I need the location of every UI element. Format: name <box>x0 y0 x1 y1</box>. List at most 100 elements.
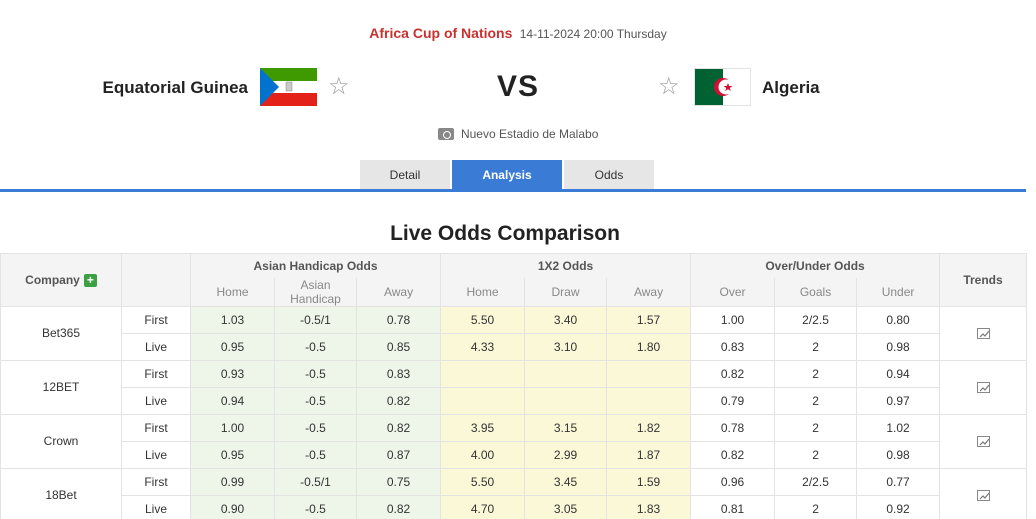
trend-button[interactable] <box>939 467 1028 519</box>
odds-kind: Live <box>121 386 191 415</box>
over-under-group-header: Over/Under Odds <box>690 253 941 278</box>
add-company-plus-icon[interactable]: + <box>83 273 97 287</box>
x12-away-odds: 1.57 <box>606 305 692 334</box>
tab-analysis[interactable]: Analysis <box>452 160 562 190</box>
trend-chart-icon[interactable] <box>976 328 990 340</box>
match-info-line: Africa Cup of Nations 14-11-2024 20:00 T… <box>0 25 1036 41</box>
ou-over-header: Over <box>690 277 776 307</box>
x12-away-odds: 1.82 <box>606 413 692 442</box>
x12-draw-odds <box>524 386 608 415</box>
x12-home-odds: 4.00 <box>440 440 526 469</box>
table-row: Crown First 1.00 -0.5 0.82 3.95 3.15 1.8… <box>0 413 1028 469</box>
x12-home-odds <box>440 359 526 388</box>
x12-away-odds <box>606 386 692 415</box>
trend-chart-icon[interactable] <box>976 490 990 502</box>
ah-home-odds: 0.90 <box>190 494 275 519</box>
ah-handicap-header: Asian Handicap <box>274 277 357 307</box>
ou-under-odds: 0.92 <box>856 494 941 519</box>
ah-home-odds: 0.95 <box>190 440 275 469</box>
favorite-away-star-icon[interactable]: ☆ <box>658 73 680 100</box>
table-row: Live 0.95 -0.5 0.85 4.33 3.10 1.80 0.83 … <box>1 332 1027 361</box>
ou-over-odds: 0.96 <box>690 467 776 496</box>
ou-under-odds: 0.94 <box>856 359 941 388</box>
trend-button[interactable] <box>939 305 1028 361</box>
x12-home-header: Home <box>440 277 526 307</box>
ah-handicap: -0.5 <box>274 440 357 469</box>
ou-over-odds: 0.83 <box>690 332 776 361</box>
trend-button[interactable] <box>939 359 1028 415</box>
table-row: Bet365 First 1.03 -0.5/1 0.78 5.50 3.40 … <box>0 305 1028 361</box>
x12-away-header: Away <box>606 277 692 307</box>
ah-handicap: -0.5/1 <box>274 467 357 496</box>
x12-draw-odds: 3.05 <box>524 494 608 519</box>
ah-handicap: -0.5 <box>274 386 357 415</box>
competition-name[interactable]: Africa Cup of Nations <box>369 25 513 41</box>
ah-away-odds: 0.83 <box>355 359 442 388</box>
bookmaker-name[interactable]: Crown <box>0 413 122 469</box>
ah-home-odds: 0.94 <box>190 386 275 415</box>
away-team-name[interactable]: Algeria <box>762 78 820 97</box>
tab-detail[interactable]: Detail <box>360 160 450 190</box>
ou-goals: 2 <box>774 332 858 361</box>
x12-draw-odds: 3.10 <box>524 332 608 361</box>
row-type-header <box>121 253 191 307</box>
ah-home-header: Home <box>190 277 275 307</box>
ou-goals: 2 <box>774 440 858 469</box>
stadium-icon <box>437 128 454 140</box>
ou-goals: 2/2.5 <box>774 305 858 334</box>
ah-handicap: -0.5/1 <box>274 305 357 334</box>
trends-header: Trends <box>939 253 1028 307</box>
x12-home-odds: 3.95 <box>440 413 526 442</box>
table-row: Live 0.90 -0.5 0.82 4.70 3.05 1.83 0.81 … <box>1 494 1027 519</box>
odds-kind: First <box>121 359 191 388</box>
bookmaker-name[interactable]: Bet365 <box>0 305 122 361</box>
odds-kind: First <box>121 467 191 496</box>
x12-draw-header: Draw <box>524 277 608 307</box>
x12-away-odds: 1.59 <box>606 467 692 496</box>
favorite-home-star-icon[interactable]: ☆ <box>328 73 350 100</box>
versus-label: VS <box>496 70 540 103</box>
ou-goals-header: Goals <box>774 277 858 307</box>
x12-draw-odds: 3.15 <box>524 413 608 442</box>
home-team-name[interactable]: Equatorial Guinea <box>102 78 248 97</box>
ou-under-header: Under <box>856 277 941 307</box>
bookmaker-name[interactable]: 18Bet <box>0 467 122 519</box>
ah-handicap: -0.5 <box>274 359 357 388</box>
ah-home-odds: 0.95 <box>190 332 275 361</box>
x12-away-odds <box>606 359 692 388</box>
table-row: Live 0.95 -0.5 0.87 4.00 2.99 1.87 0.82 … <box>1 440 1027 469</box>
ou-goals: 2 <box>774 359 858 388</box>
ah-home-odds: 1.03 <box>190 305 275 334</box>
ah-away-odds: 0.82 <box>355 386 442 415</box>
ou-under-odds: 0.98 <box>856 440 941 469</box>
tab-odds[interactable]: Odds <box>564 160 654 190</box>
trend-chart-icon[interactable] <box>976 436 990 448</box>
ou-goals: 2 <box>774 494 858 519</box>
x12-draw-odds: 2.99 <box>524 440 608 469</box>
venue-name: Nuevo Estadio de Malabo <box>460 127 599 141</box>
ah-handicap: -0.5 <box>274 413 357 442</box>
1x2-group-header: 1X2 Odds <box>440 253 692 278</box>
odds-kind: First <box>121 305 191 334</box>
x12-home-odds: 5.50 <box>440 467 526 496</box>
ou-over-odds: 0.81 <box>690 494 776 519</box>
section-title: Live Odds Comparison <box>390 222 620 245</box>
bookmaker-name[interactable]: 12BET <box>0 359 122 415</box>
ah-away-odds: 0.78 <box>355 305 442 334</box>
ou-over-odds: 0.82 <box>690 440 776 469</box>
odds-comparison-table: Company + Asian Handicap Odds 1X2 Odds Ov… <box>0 253 1028 519</box>
x12-away-odds: 1.87 <box>606 440 692 469</box>
home-team-flag <box>260 68 317 106</box>
x12-draw-odds: 3.45 <box>524 467 608 496</box>
ah-home-odds: 1.00 <box>190 413 275 442</box>
ah-away-odds: 0.85 <box>355 332 442 361</box>
ou-under-odds: 1.02 <box>856 413 941 442</box>
ah-handicap: -0.5 <box>274 332 357 361</box>
trend-button[interactable] <box>939 413 1028 469</box>
odds-kind: First <box>121 413 191 442</box>
odds-kind: Live <box>121 494 191 519</box>
x12-home-odds: 4.33 <box>440 332 526 361</box>
x12-draw-odds: 3.40 <box>524 305 608 334</box>
trend-chart-icon[interactable] <box>976 382 990 394</box>
table-row: Live 0.94 -0.5 0.82 0.79 2 0.97 <box>1 386 1027 415</box>
